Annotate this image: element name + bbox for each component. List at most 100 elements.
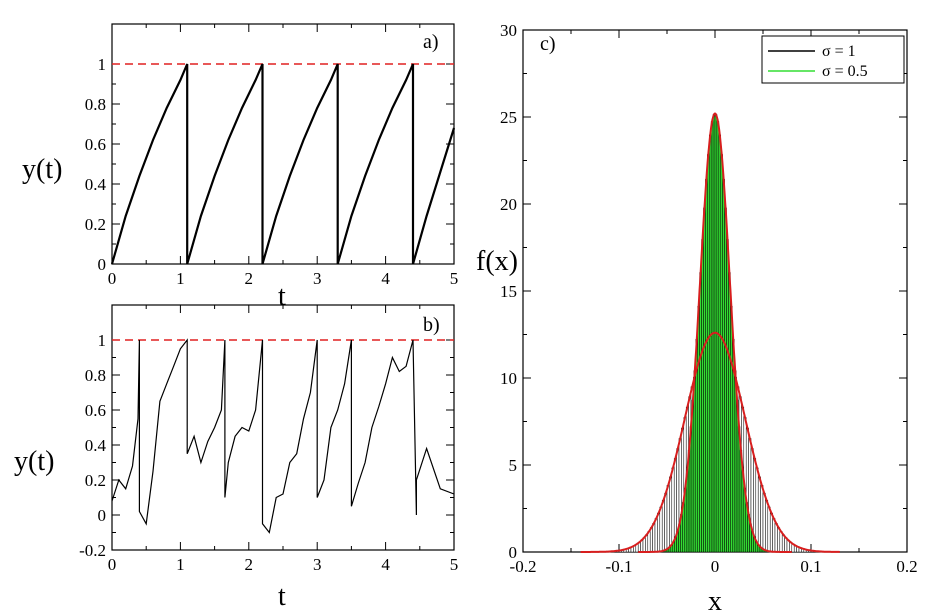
histogram-bar	[765, 500, 769, 553]
panel-b-ytick-label: 0	[98, 506, 107, 525]
panel-b-ytick-label: 0.8	[85, 366, 106, 385]
panel-a-ytick-label: 0.8	[85, 95, 106, 114]
histogram-bar	[645, 534, 649, 553]
panel-c-xtick-label: 0.2	[896, 557, 917, 576]
panel-c-ytick-label: 10	[500, 369, 517, 388]
histogram-bar	[733, 370, 737, 553]
panel-a-xtick-label: 4	[381, 269, 390, 288]
histogram-bar	[710, 121, 714, 553]
panel-c-ytick-label: 25	[500, 108, 517, 127]
panel-b: y(t) t b) 0 1 2 3 4 5-0.200.20.40.60.81	[14, 304, 459, 612]
histogram-bar	[659, 506, 663, 553]
panel-a-ytick-label: 0	[98, 255, 107, 274]
panel-c-xtick-label: 0.1	[800, 557, 821, 576]
histogram-bar	[647, 531, 651, 553]
panel-a-label: a)	[423, 31, 439, 53]
histogram-bar	[716, 121, 720, 553]
panel-b-xtick-label: 2	[245, 555, 254, 574]
panel-a: y(t) t a) 0 1 2 3 4 5 0 0.2 0.4 0.6 0.8 1	[22, 23, 459, 312]
histogram-bar	[691, 399, 695, 553]
panel-a-ylabel: y(t)	[22, 154, 62, 185]
histogram-bar	[730, 305, 733, 553]
panel-b-ytick-label: 1	[98, 331, 107, 350]
histogram-bar	[769, 512, 773, 553]
histogram-bar	[708, 134, 712, 553]
histogram-bar	[666, 485, 670, 553]
panel-b-xtick-label: 5	[450, 555, 459, 574]
histogram-bar	[772, 518, 776, 553]
panel-a-xtick-label: 3	[313, 269, 322, 288]
panel-c-xtick-label: -0.1	[606, 557, 633, 576]
panel-a-ytick-label: 0.2	[85, 215, 106, 234]
panel-a-xtick-label: 0	[108, 269, 117, 288]
histogram-bar	[728, 272, 731, 553]
panel-b-xtick-label: 0	[108, 555, 117, 574]
histogram-bar	[699, 272, 702, 553]
panel-a-ytick-label: 0.6	[85, 135, 106, 154]
fit-curve-sigma1	[580, 331, 840, 553]
histogram-bar	[703, 207, 706, 553]
histogram-bar	[649, 527, 653, 553]
histogram-bar	[777, 527, 781, 553]
histogram-bar	[652, 523, 656, 553]
histogram-sigma05	[637, 114, 793, 553]
histogram-bar	[757, 476, 761, 553]
panel-b-ytick-label: 0.4	[85, 436, 107, 455]
panel-a-xtick-label: 5	[450, 269, 459, 288]
legend-label-sigma1: σ = 1	[822, 43, 856, 60]
histogram-bar	[718, 134, 722, 553]
histogram-bar	[661, 500, 665, 553]
histogram-bar	[654, 518, 658, 553]
histogram-bar	[735, 399, 739, 553]
panel-c-legend: σ = 1 σ = 0.5	[761, 35, 905, 84]
histogram-bar	[762, 492, 766, 553]
histogram-bar	[774, 523, 778, 553]
panel-c-ytick-label: 0	[509, 543, 518, 562]
panel-c-xtick-label: -0.2	[510, 557, 537, 576]
panel-a-xtick-label: 1	[176, 269, 185, 288]
panel-a-series-line	[110, 63, 456, 265]
histogram-bar	[726, 239, 729, 553]
panel-a-xlabel: t	[278, 281, 286, 312]
panel-c-ytick-label: 5	[509, 456, 518, 475]
panel-b-ytick-label: -0.2	[79, 541, 106, 560]
panel-c: f(x) x c) -0.2 -0.1 0 0.1 0.2 0 5 10 15 20 25 30 σ …	[476, 21, 918, 614]
histogram-bar	[781, 534, 785, 553]
panel-c-xlabel: x	[708, 586, 722, 614]
panel-c-xtick-label: 0	[711, 557, 720, 576]
histogram-bar	[722, 178, 725, 553]
panel-b-ytick-label: 0.2	[85, 471, 106, 490]
panel-b-ylabel: y(t)	[14, 446, 54, 477]
histogram-bar	[779, 531, 783, 553]
panel-b-xtick-label: 3	[313, 555, 322, 574]
histogram-bar	[664, 492, 668, 553]
histogram-bar	[720, 154, 723, 553]
panel-b-xtick-label: 4	[381, 555, 390, 574]
legend-label-sigma05: σ = 0.5	[822, 63, 868, 80]
histogram-bar	[701, 239, 704, 553]
panel-a-ytick-label: 0.4	[85, 175, 107, 194]
panel-b-series-line	[111, 338, 455, 534]
panel-a-frame	[111, 23, 455, 265]
histogram-bar	[669, 476, 673, 553]
panel-b-label: b)	[423, 314, 440, 336]
panel-c-label: c)	[540, 33, 556, 55]
histogram-bar	[705, 178, 708, 553]
histogram-bar	[707, 154, 710, 553]
panel-a-xtick-label: 2	[245, 269, 254, 288]
histogram-bar	[724, 207, 727, 553]
panel-c-ytick-label: 20	[500, 195, 517, 214]
histogram-bar	[697, 305, 700, 553]
panel-c-ytick-label: 30	[500, 21, 517, 40]
panel-b-xlabel: t	[278, 581, 286, 612]
histogram-bar	[693, 370, 697, 553]
panel-b-ytick-label: 0.6	[85, 401, 106, 420]
histogram-bar	[767, 506, 771, 553]
panel-b-xtick-label: 1	[176, 555, 185, 574]
panel-b-frame	[111, 304, 455, 551]
fit-curve-sigma05	[638, 112, 792, 553]
panel-c-ylabel: f(x)	[476, 246, 518, 277]
panel-a-ytick-label: 1	[98, 55, 107, 74]
histogram-bar	[760, 485, 764, 553]
